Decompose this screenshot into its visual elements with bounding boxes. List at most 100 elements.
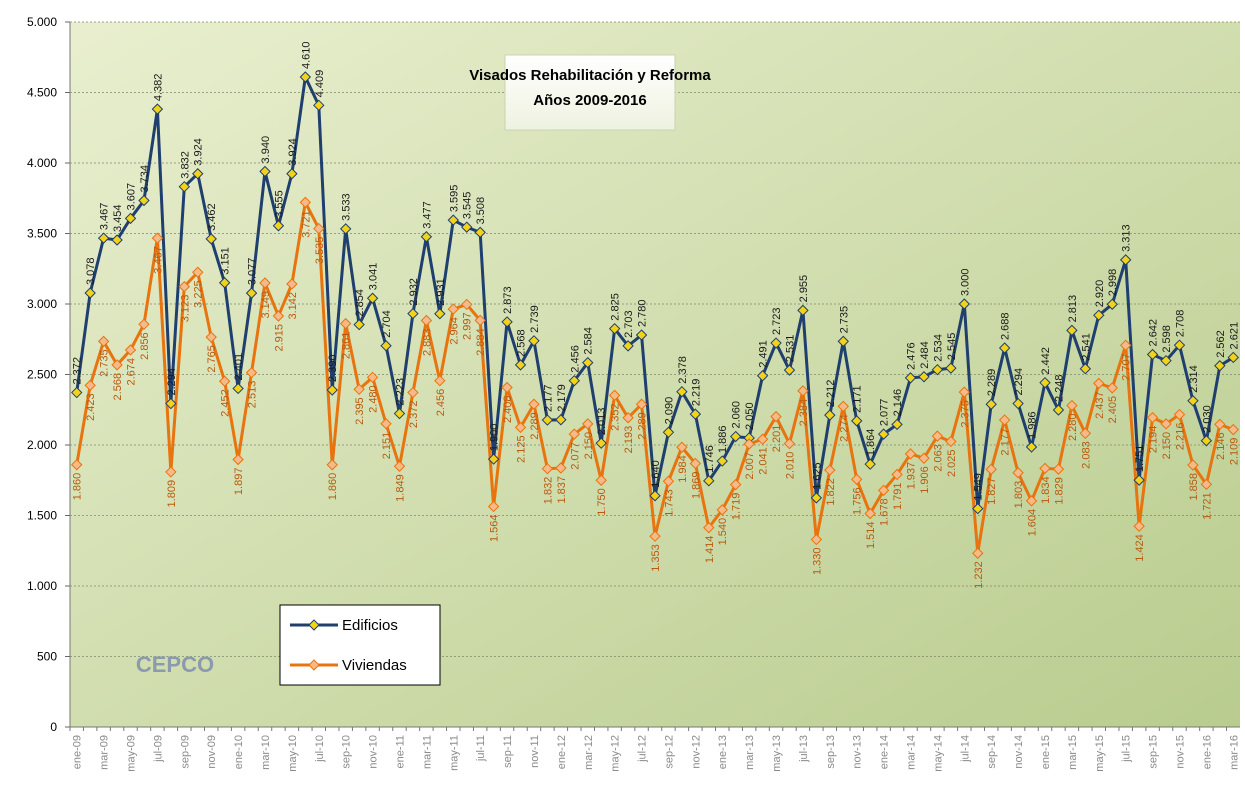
data-label: 1.604: [1027, 509, 1039, 537]
data-label: 3.467: [152, 246, 164, 274]
point-marker: [326, 384, 338, 396]
point-marker: [1025, 441, 1038, 453]
point-marker: [541, 414, 554, 426]
point-marker: [393, 460, 406, 472]
point-marker: [447, 303, 459, 315]
point-marker: [138, 318, 150, 331]
data-label: 2.378: [677, 356, 689, 384]
data-label: 1.860: [72, 473, 84, 501]
point-marker: [487, 500, 500, 513]
point-marker: [743, 438, 755, 450]
data-label: 2.077: [569, 442, 581, 470]
point-marker: [945, 435, 957, 448]
data-label: 1.719: [731, 493, 743, 521]
point-marker: [662, 426, 675, 439]
point-marker: [1200, 478, 1213, 491]
data-label: 2.704: [381, 310, 393, 338]
data-label: 3.595: [448, 185, 460, 213]
data-label: 2.201: [771, 425, 783, 453]
point-marker: [703, 521, 715, 534]
point-marker: [71, 386, 83, 399]
data-label: 2.289: [637, 412, 649, 440]
data-label: 2.423: [85, 393, 97, 421]
data-label: 2.915: [273, 324, 285, 352]
point-marker: [716, 455, 728, 467]
x-tick-label: ene-14: [879, 735, 891, 769]
x-tick-label: jul-13: [798, 735, 810, 763]
point-marker: [165, 397, 177, 410]
point-marker: [259, 277, 271, 289]
point-marker: [447, 214, 459, 226]
x-tick-label: ene-11: [394, 735, 406, 768]
x-tick-label: may-13: [771, 735, 783, 772]
point-marker: [313, 222, 325, 235]
x-tick-label: ene-15: [1040, 735, 1052, 769]
y-tick-label: 5.000: [27, 15, 57, 29]
data-label: 1.549: [973, 473, 985, 501]
data-label: 1.832: [542, 477, 554, 505]
point-marker: [918, 371, 930, 383]
point-marker: [366, 292, 379, 304]
data-label: 2.688: [1000, 312, 1012, 340]
point-marker: [918, 452, 930, 464]
data-label: 2.223: [394, 378, 406, 406]
point-marker: [1093, 377, 1105, 390]
data-label: 2.437: [1094, 391, 1106, 419]
y-tick-label: 2.000: [27, 438, 57, 452]
legend-label: Edificios: [342, 617, 398, 634]
point-marker: [1052, 463, 1065, 475]
point-marker: [972, 502, 984, 515]
point-marker: [124, 212, 137, 225]
point-marker: [945, 362, 957, 374]
data-label: 2.873: [502, 286, 514, 314]
point-marker: [1214, 360, 1226, 372]
data-label: 1.849: [394, 474, 406, 502]
data-label: 2.372: [72, 357, 84, 385]
point-marker: [1093, 309, 1105, 321]
data-label: 2.030: [1201, 405, 1213, 433]
data-label: 4.610: [300, 41, 312, 69]
data-label: 2.083: [1080, 441, 1092, 469]
data-label: 1.424: [1134, 534, 1146, 562]
data-label: 2.883: [421, 328, 433, 356]
data-label: 1.829: [1053, 477, 1065, 505]
point-marker: [528, 398, 540, 410]
data-label: 1.721: [1201, 492, 1213, 520]
data-label: 2.545: [946, 333, 958, 361]
data-label: 1.803: [1013, 481, 1025, 509]
data-label: 2.735: [99, 349, 111, 377]
point-marker: [1227, 351, 1239, 364]
data-label: 3.721: [300, 210, 312, 238]
title-box: [504, 54, 676, 131]
point-marker: [84, 379, 96, 392]
data-label: 2.955: [798, 275, 810, 303]
data-label: 3.000: [959, 268, 971, 296]
point-marker: [1173, 408, 1186, 421]
data-label: 1.756: [852, 487, 864, 515]
x-tick-label: mar-12: [583, 735, 595, 770]
x-tick-label: jul-14: [959, 735, 971, 763]
point-marker: [541, 462, 554, 475]
x-tick-label: mar-09: [99, 735, 111, 770]
point-marker: [474, 314, 486, 327]
point-marker: [111, 359, 123, 371]
data-label: 3.555: [273, 190, 285, 218]
point-marker: [810, 492, 823, 504]
x-tick-label: mar-16: [1228, 735, 1240, 770]
data-label: 2.813: [1067, 295, 1079, 323]
data-label: 1.791: [892, 482, 904, 510]
point-marker: [595, 437, 607, 449]
data-label: 1.864: [865, 429, 877, 457]
point-marker: [851, 415, 863, 427]
data-label: 2.294: [166, 368, 178, 396]
point-marker: [1079, 427, 1092, 440]
point-marker: [165, 466, 177, 478]
data-label: 2.193: [623, 426, 635, 454]
point-marker: [514, 359, 527, 371]
data-label: 1.858: [1188, 473, 1200, 501]
legend-label: Viviendas: [342, 657, 407, 674]
x-tick-label: mar-15: [1067, 735, 1079, 770]
data-label: 3.078: [85, 257, 97, 285]
point-marker: [124, 344, 137, 356]
